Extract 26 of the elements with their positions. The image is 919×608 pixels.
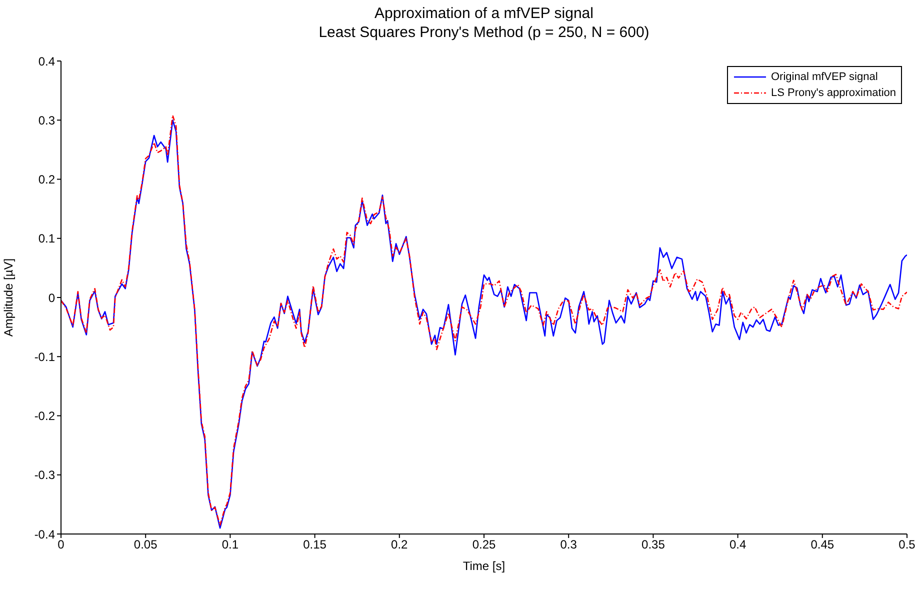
x-tick-label: 0.05 — [134, 538, 158, 552]
x-tick-label: 0.1 — [222, 538, 239, 552]
x-tick-label: 0.15 — [303, 538, 327, 552]
x-tick-label: 0.2 — [391, 538, 408, 552]
y-tick-label: 0.4 — [38, 54, 56, 68]
y-tick-label: -0.2 — [34, 409, 56, 424]
y-tick-label: 0 — [48, 290, 56, 305]
x-tick-label: 0.35 — [642, 538, 666, 552]
x-tick-label: 0.3 — [560, 538, 578, 552]
x-tick-label: 0.25 — [472, 538, 496, 552]
x-axis-title: Time [s] — [462, 559, 506, 573]
y-tick-label: 0.2 — [38, 172, 56, 187]
y-tick-label: -0.4 — [34, 527, 56, 542]
chart-title: Approximation of a mfVEP signal — [373, 4, 594, 23]
legend-label: Original mfVEP signal — [771, 71, 878, 83]
y-tick-label: 0.3 — [38, 113, 56, 128]
chart-subtitle: Least Squares Prony's Method (p = 250, N = 600) — [318, 23, 650, 42]
y-tick-label: -0.1 — [34, 350, 56, 364]
y-tick-label: 0.1 — [38, 232, 56, 246]
x-tick-label: 0 — [58, 538, 65, 552]
x-tick-label: 0.5 — [898, 538, 916, 552]
x-tick-label: 0.4 — [729, 538, 746, 552]
x-tick-label: 0.45 — [810, 538, 834, 552]
legend-label: LS Prony's approximation — [771, 87, 896, 99]
y-axis-title: Amplitude [µV] — [1, 258, 16, 337]
y-tick-label: -0.3 — [34, 468, 56, 482]
